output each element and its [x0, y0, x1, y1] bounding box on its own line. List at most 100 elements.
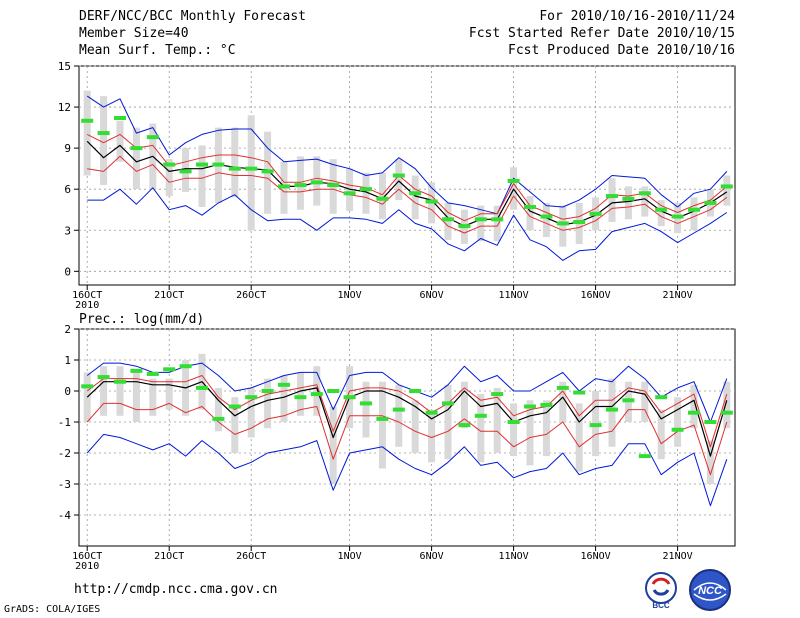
- ensemble-box: [116, 366, 124, 416]
- ensemble-box: [706, 440, 714, 484]
- ensemble-box: [296, 372, 304, 416]
- forecast-marker: [540, 402, 553, 407]
- header-left: DERF/NCC/BCC Monthly Forecast Member Siz…: [79, 8, 306, 59]
- ensemble-box: [165, 159, 173, 197]
- plot-frame: [78, 328, 736, 547]
- forecast-marker: [327, 389, 340, 393]
- forecast-marker: [622, 398, 635, 403]
- ensemble-box: [477, 205, 485, 242]
- chart-title: DERF/NCC/BCC Monthly Forecast: [79, 9, 306, 24]
- forecast-marker: [425, 410, 438, 415]
- forecast-marker: [556, 385, 569, 390]
- forecast-marker: [507, 420, 520, 424]
- forecast-marker: [573, 220, 586, 225]
- y-tick-label: -4: [58, 509, 72, 522]
- forecast-marker: [442, 217, 454, 222]
- forecast-marker: [622, 196, 635, 201]
- ensemble-box: [674, 397, 682, 447]
- forecast-marker: [442, 401, 454, 406]
- ensemble-box: [723, 175, 731, 206]
- ensemble-box: [378, 172, 386, 220]
- ensemble-box: [624, 186, 632, 220]
- forecast-marker: [425, 199, 438, 204]
- x-tick-label: 1NOV: [338, 551, 362, 562]
- forecast-marker: [474, 413, 487, 418]
- forecast-marker: [524, 404, 536, 409]
- ensemble-box: [83, 90, 91, 176]
- ensemble-box: [100, 96, 108, 186]
- x-year-label: 2010: [75, 300, 99, 311]
- ensemble-box: [493, 387, 501, 453]
- forecast-marker: [491, 217, 504, 222]
- ensemble-box: [460, 381, 468, 429]
- start-date: Fcst Started Refer Date 2010/10/15: [468, 26, 735, 41]
- forecast-marker: [720, 184, 733, 189]
- forecast-marker: [655, 395, 668, 400]
- y-tick-label: 3: [64, 224, 71, 237]
- variable-label-temp: Mean Surf. Temp.: °C: [79, 43, 236, 58]
- chart-panel-2: -4 -3 -2 -1 0 1 2 16OCT 21OCT 26OCT 1NOV 6NOV 11NOV 1…: [58, 312, 736, 572]
- x-tick-label: 21NOV: [663, 290, 693, 301]
- forecast-marker: [310, 392, 323, 397]
- forecast-marker: [540, 214, 553, 219]
- ensemble-box: [657, 200, 665, 227]
- forecast-marker: [556, 221, 569, 226]
- forecast-marker: [573, 390, 586, 395]
- ensemble-box: [280, 375, 288, 422]
- forecast-marker: [589, 423, 602, 428]
- forecast-marker: [97, 131, 110, 136]
- forecast-marker: [409, 191, 422, 196]
- ensemble-box: [132, 372, 140, 422]
- forecast-marker: [327, 183, 340, 188]
- forecast-marker: [261, 169, 274, 174]
- panel-title: Prec.: log(mm/d): [79, 312, 204, 327]
- ensemble-box: [198, 145, 206, 207]
- forecast-marker: [360, 401, 372, 406]
- forecast-marker: [146, 135, 159, 140]
- ensemble-box: [100, 366, 108, 416]
- forecast-marker: [638, 191, 651, 196]
- forecast-marker: [278, 184, 290, 189]
- ensemble-box: [575, 403, 583, 472]
- y-tick-label: 15: [58, 60, 71, 73]
- forecast-marker: [638, 454, 651, 459]
- forecast-marker: [97, 375, 110, 380]
- lower-band-line: [87, 155, 728, 234]
- forecast-marker: [343, 395, 356, 400]
- x-tick-label: 1NOV: [338, 290, 362, 301]
- x-tick-label: 11NOV: [499, 551, 529, 562]
- ensemble-box: [690, 384, 698, 429]
- ensemble-box: [526, 196, 534, 231]
- forecast-marker: [81, 118, 94, 123]
- chart-panel-1: 0 3 6 9 12 15 16OCT 21OCT 26OCT 1NOV 6NOV 11NOV 16NO…: [58, 60, 736, 311]
- footer-url[interactable]: http://cmdp.ncc.cma.gov.cn: [74, 582, 278, 597]
- y-tick-label: 9: [64, 142, 71, 155]
- ensemble-box: [362, 381, 370, 438]
- ensemble-box: [346, 168, 354, 212]
- ensemble-box: [411, 400, 419, 453]
- forecast-marker: [130, 146, 143, 151]
- forecast-marker: [114, 379, 126, 384]
- forecast-period: For 2010/10/16-2010/11/24: [539, 9, 735, 24]
- x-tick-label: 21NOV: [663, 551, 693, 562]
- ensemble-mean-line: [86, 140, 728, 227]
- forecast-marker: [392, 407, 405, 412]
- ensemble-box: [641, 186, 649, 217]
- forecast-marker: [491, 392, 504, 397]
- ensemble-box: [116, 120, 124, 162]
- forecast-marker: [589, 211, 602, 216]
- ensemble-box: [264, 378, 272, 429]
- y-tick-label: 1: [64, 354, 71, 367]
- minimum-line: [86, 433, 728, 507]
- ensemble-box: [608, 178, 616, 223]
- forecast-marker: [376, 416, 389, 421]
- forecast-marker: [245, 395, 258, 400]
- x-tick-label: 6NOV: [420, 290, 444, 301]
- forecast-marker: [212, 162, 225, 167]
- ensemble-box: [608, 378, 616, 447]
- x-tick-label: 16NOV: [581, 551, 611, 562]
- plot-frame: [78, 65, 736, 286]
- produced-date: Fcst Produced Date 2010/10/16: [508, 43, 735, 58]
- forecast-marker: [114, 116, 126, 121]
